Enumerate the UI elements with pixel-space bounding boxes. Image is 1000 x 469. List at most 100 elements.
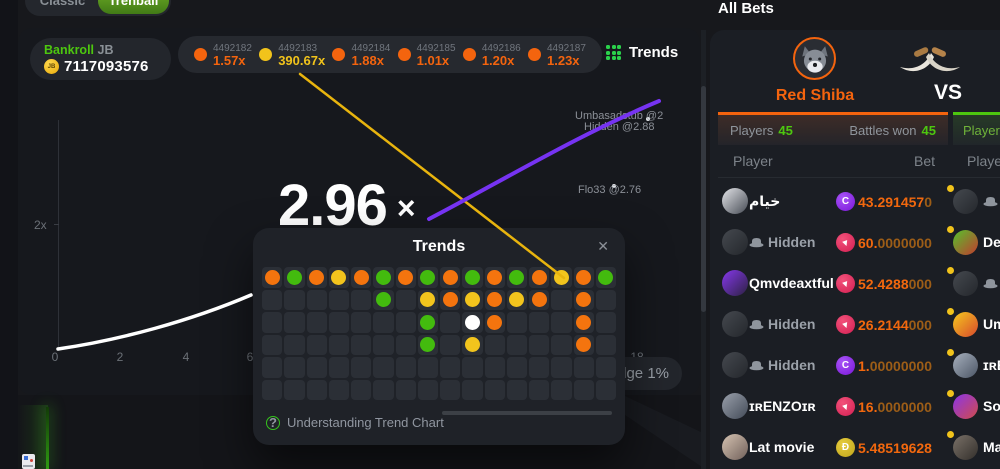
trend-cell [573,379,594,400]
bet-row[interactable]: Qmvdeaxtful ▼ 52.4288000 H [710,263,1000,304]
trend-cell [417,357,438,378]
bet-row[interactable]: Hidden ▼ 60.0000000 Dev [710,222,1000,263]
trend-cell [306,334,327,355]
trend-cell [328,334,349,355]
battles-won-label: Battles won [849,122,917,138]
trend-dot [487,314,503,330]
trend-cell [328,267,349,288]
trend-dot [309,269,325,285]
trend-cell [506,357,527,378]
trend-cell [417,312,438,333]
trends-grid-scrollbar[interactable] [442,411,612,415]
history-round[interactable]: 4492183 390.67x [259,43,325,67]
tab-trenball[interactable]: Trenball [98,0,169,14]
player-name: Qmvdeaxtful [749,275,833,291]
round-id: 4492185 [416,42,456,54]
trends-button[interactable]: Trends [606,44,678,61]
bet-amount: 1.00000000 [858,358,932,374]
trend-cell [484,334,505,355]
trend-cell [373,289,394,310]
player-name: خيام [749,193,781,209]
trend-cell [462,379,483,400]
win-indicator-dot [947,390,954,397]
trends-grid-icon [606,45,621,60]
bet-amount: 60.0000000 [858,235,932,251]
bankroll-coin-icon: JB [44,59,59,74]
trend-cell [351,379,372,400]
bet-column-header: Bet [913,153,935,169]
opponent-name: Dev [983,234,1000,250]
opponent-name: ɪʀEN [983,357,1000,373]
game-mode-tabs: Classic Trenball [25,0,171,16]
coin-icon: Ð [836,438,855,457]
trend-dot [420,269,436,285]
players-count: 45 [778,122,793,138]
player-name: Lat movie [749,439,815,455]
bankroll-tag: JB [97,43,114,57]
bet-row[interactable]: خيام C 43.2914570 H [710,181,1000,222]
trend-cell [595,379,616,400]
trend-cell [529,267,550,288]
trend-cell [373,267,394,288]
win-indicator-dot [947,226,954,233]
trend-cell [395,312,416,333]
history-round[interactable]: 4492184 1.88x [332,43,390,67]
player2-column-header: Player [967,153,1000,169]
x-axis-tick: 6 [246,350,254,364]
round-multiplier: 1.20x [481,52,515,68]
bankroll-label: Bankroll JB [44,43,161,57]
round-result-dot [259,48,273,61]
trend-cell [484,357,505,378]
history-round[interactable]: 4492186 1.20x [462,43,521,68]
trend-cell [484,312,505,333]
trend-cell [328,357,349,378]
trend-dot [442,292,458,308]
round-result-dot [194,48,207,61]
win-indicator-dot [947,185,954,192]
history-round[interactable]: 4492182 1.57x [194,43,252,67]
trend-cell [529,334,550,355]
y-axis-tick [54,224,59,225]
bet-row[interactable]: ɪʀENZOɪʀ ▼ 16.0000000 Soh [710,386,1000,427]
bet-row[interactable]: Lat movie Ð 5.48519628 Mad [710,427,1000,468]
trend-cell [284,267,305,288]
history-round[interactable]: 4492187 1.23x [528,43,586,67]
trend-cell [284,379,305,400]
team1-tab[interactable]: Players 45 Battles won 45 [718,112,948,145]
bet-amount: 43.2914570 [858,194,932,210]
trend-cell [351,334,372,355]
trend-cell [328,289,349,310]
trend-cell [395,267,416,288]
hidden-hat-icon [983,196,998,206]
hidden-hat-icon [749,360,764,370]
history-round[interactable]: 4492185 1.01x [397,42,456,68]
avatar [953,189,978,214]
trend-cell [373,334,394,355]
trend-cell [506,312,527,333]
tab-classic[interactable]: Classic [39,0,86,8]
round-history-list: 4492182 1.57x 4492183 390.67x 4492184 1.88x… [178,36,602,73]
red-shiba-avatar [793,37,836,80]
trend-dot [353,269,369,285]
trend-cell [462,357,483,378]
trend-cell [551,379,572,400]
close-icon[interactable]: ✕ [597,238,609,254]
scrollbar-thumb[interactable] [701,86,706,312]
win-indicator-dot [947,308,954,315]
avatar [722,229,748,255]
trend-cell [306,312,327,333]
trend-cell [262,312,283,333]
bet-row[interactable]: Hidden ▼ 26.2144000 Um [710,304,1000,345]
bet-row[interactable]: Hidden C 1.00000000 ɪʀEN [710,345,1000,386]
understanding-trend-chart-link[interactable]: ? Understanding Trend Chart [266,415,444,430]
understanding-trend-chart-label: Understanding Trend Chart [287,415,444,430]
trend-cell [440,334,461,355]
y-axis-label: 2x [34,218,47,232]
round-multiplier: 1.01x [416,52,450,68]
trend-cell [506,267,527,288]
trend-cell [462,334,483,355]
trend-dot [420,337,436,353]
round-result-dot [397,48,411,61]
